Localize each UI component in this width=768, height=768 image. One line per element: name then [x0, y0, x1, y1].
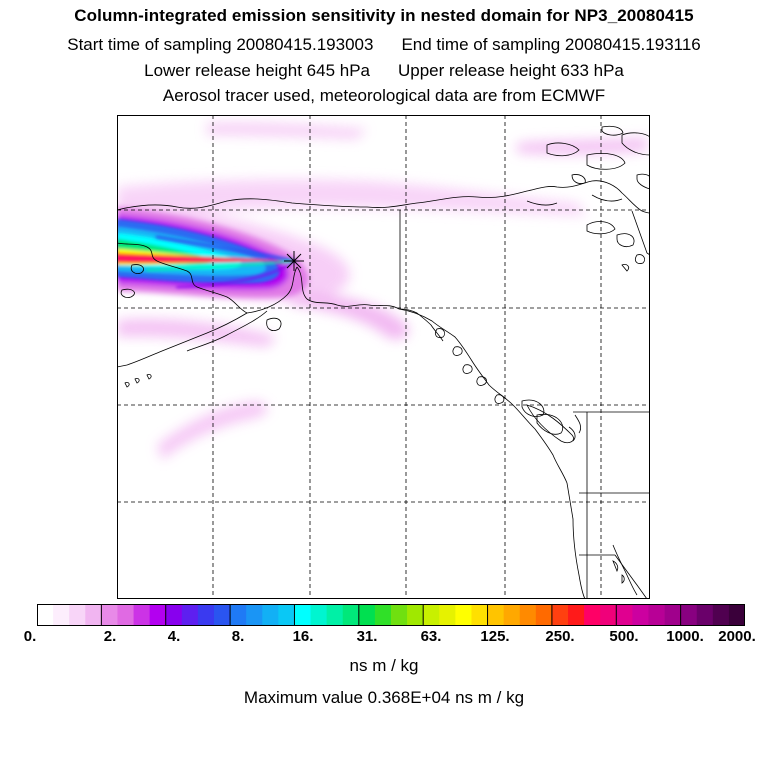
- colorbar-swatch: [632, 604, 649, 626]
- colorbar-swatch: [149, 604, 167, 626]
- colorbar-swatch: [101, 604, 118, 626]
- colorbar-swatch: [358, 604, 376, 626]
- colorbar-swatch: [294, 604, 311, 626]
- colorbar-swatch: [230, 604, 247, 626]
- colorbar-swatch: [214, 604, 231, 626]
- colorbar-swatch: [600, 604, 617, 626]
- tick-label: 2.: [103, 628, 117, 645]
- colorbar-swatch: [568, 604, 585, 626]
- colorbar-swatch: [246, 604, 263, 626]
- political-borders: [399, 210, 650, 599]
- start-time-label: Start time of sampling 20080415.193003: [67, 35, 374, 54]
- end-time-label: End time of sampling 20080415.193116: [401, 35, 701, 54]
- map-frame: [117, 115, 650, 599]
- colorbar-swatch: [85, 604, 102, 626]
- colorbar-swatch: [471, 604, 488, 626]
- plot-title: Column-integrated emission sensitivity i…: [74, 6, 694, 25]
- tracer-info-line: Aerosol tracer used, meteorological data…: [162, 86, 606, 105]
- tick-label: 63.: [420, 628, 442, 645]
- colorbar-swatch: [551, 604, 569, 626]
- colorbar-swatch: [37, 604, 54, 626]
- colorbar-swatch: [278, 604, 295, 626]
- colorbar-swatch: [423, 604, 440, 626]
- colorbar-tick-labels: 0. 2. 4. 8. 16. 31. 63. 125. 250. 500. 1…: [0, 628, 768, 650]
- colorbar-swatch: [535, 604, 553, 626]
- colorbar-swatch: [439, 604, 456, 626]
- colorbar-swatch: [680, 604, 698, 626]
- colorbar-swatch: [519, 604, 537, 626]
- tick-label: 1000.: [666, 628, 704, 645]
- map-svg: [117, 115, 650, 599]
- release-point-marker: [284, 251, 304, 271]
- colorbar-swatch: [69, 604, 86, 626]
- tick-label: 0.: [23, 628, 37, 645]
- colorbar-swatch: [712, 604, 730, 626]
- map-panel: [117, 115, 650, 599]
- tick-label: 250.: [545, 628, 575, 645]
- colorbar-units: ns m / kg: [349, 656, 419, 675]
- release-height-line: Lower release height 645 hPa Upper releas…: [0, 61, 768, 81]
- maximum-value-text: Maximum value 0.368E+04 ns m / kg: [243, 688, 525, 707]
- colorbar-swatch: [696, 604, 714, 626]
- colorbar-swatch: [487, 604, 505, 626]
- tick-label: 31.: [356, 628, 378, 645]
- colorbar-swatch: [728, 604, 746, 626]
- colorbar-swatch: [374, 604, 392, 626]
- colorbar-swatch: [326, 604, 344, 626]
- colorbar-swatch: [262, 604, 279, 626]
- tick-label: 2000.: [718, 628, 756, 645]
- coastlines: [117, 125, 650, 599]
- colorbar-swatch: [391, 604, 408, 626]
- colorbar-swatch: [503, 604, 521, 626]
- colorbar-swatch: [310, 604, 328, 626]
- colorbar-swatch: [181, 604, 199, 626]
- colorbar-swatch: [648, 604, 665, 626]
- colorbar-svg: [37, 604, 746, 626]
- colorbar-swatch: [407, 604, 424, 626]
- colorbar-frame: [37, 604, 745, 626]
- colorbar-swatch: [342, 604, 360, 626]
- lower-height-label: Lower release height 645 hPa: [144, 61, 370, 80]
- colorbar-swatch: [165, 604, 183, 626]
- tick-label: 125.: [480, 628, 510, 645]
- colorbar-swatch: [455, 604, 472, 626]
- colorbar-swatch: [197, 604, 215, 626]
- colorbar: [37, 604, 746, 631]
- colorbar-swatch: [616, 604, 633, 626]
- emission-sensitivity-field: [117, 122, 647, 460]
- colorbar-swatch: [664, 604, 682, 626]
- tick-label: 8.: [231, 628, 245, 645]
- colorbar-swatch: [53, 604, 70, 626]
- colorbar-swatch: [133, 604, 151, 626]
- upper-height-label: Upper release height 633 hPa: [398, 61, 624, 80]
- tick-label: 4.: [167, 628, 181, 645]
- colorbar-swatch: [584, 604, 601, 626]
- graticule: [117, 115, 650, 599]
- colorbar-swatch: [117, 604, 134, 626]
- tick-label: 16.: [292, 628, 314, 645]
- tick-label: 500.: [609, 628, 639, 645]
- sampling-time-line: Start time of sampling 20080415.193003 En…: [0, 35, 768, 55]
